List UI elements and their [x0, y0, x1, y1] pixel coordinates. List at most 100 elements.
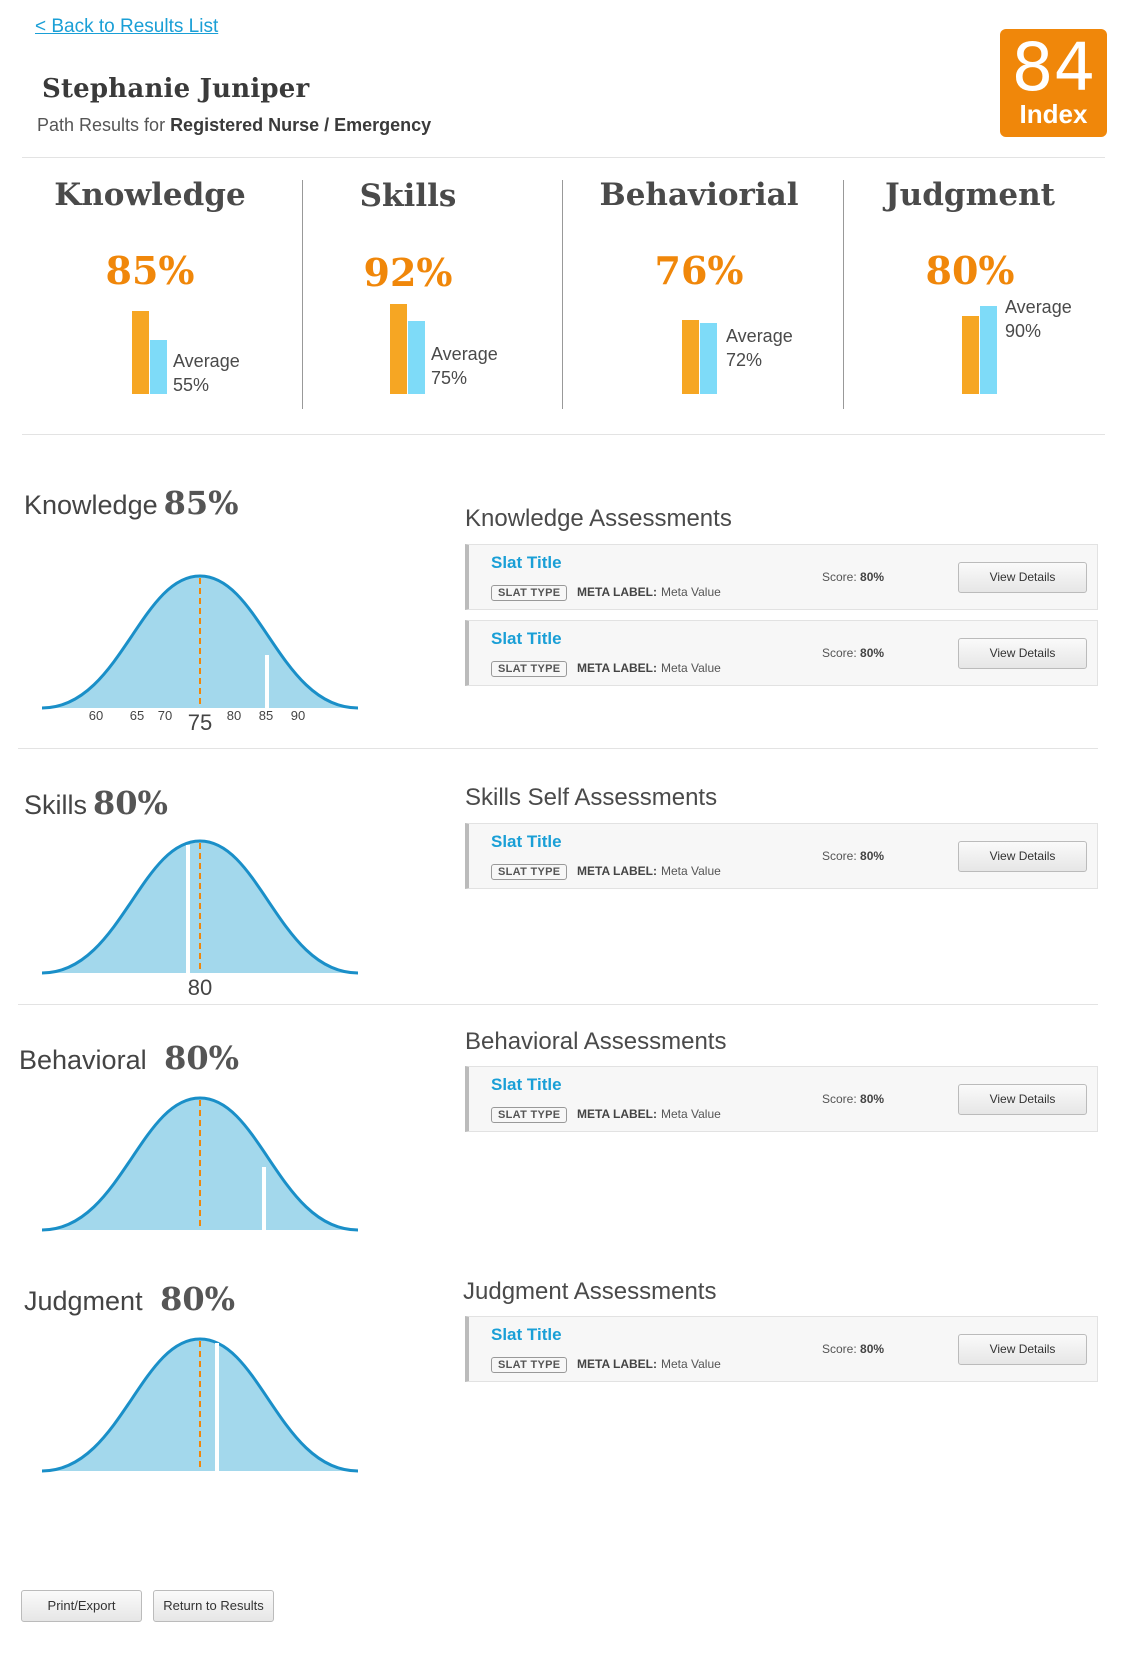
slat-score: Score: 80% — [822, 849, 884, 863]
slat-score: Score: 80% — [822, 570, 884, 584]
average-text: Average — [431, 344, 498, 364]
axis-tick: 65 — [130, 708, 144, 723]
curve-line — [41, 1096, 359, 1232]
slat-title-link[interactable]: Slat Title — [491, 553, 562, 572]
slat-title-link[interactable]: Slat Title — [491, 1325, 562, 1344]
section-label: Knowledge — [24, 490, 158, 520]
section-pct: 80% — [164, 1039, 240, 1077]
divider — [22, 157, 1105, 158]
meta-label: META LABEL: — [577, 1107, 657, 1121]
score-value: 80% — [860, 1092, 885, 1106]
average-bar — [150, 340, 167, 394]
slat-title-link[interactable]: Slat Title — [491, 629, 562, 648]
average-value: 90% — [1005, 321, 1042, 341]
index-badge: 84 Index — [1000, 29, 1107, 137]
average-label: Average 55% — [173, 349, 240, 397]
return-to-results-button[interactable]: Return to Results — [153, 1590, 274, 1622]
column-separator — [562, 180, 563, 409]
assessments-title-skills: Skills Self Assessments — [465, 784, 718, 811]
axis-tick: 90 — [291, 708, 305, 723]
summary-title-behaviorial: Behaviorial — [599, 177, 799, 213]
average-bar — [408, 320, 425, 394]
score-label: Score: — [822, 849, 857, 863]
assessment-slat: Slat Title SLAT TYPE META LABEL: Meta Va… — [465, 1066, 1098, 1132]
curve-line — [41, 839, 359, 975]
view-details-button[interactable]: View Details — [958, 841, 1087, 872]
meta-value: Meta Value — [661, 864, 721, 878]
meta-label: META LABEL: — [577, 1357, 657, 1371]
axis-tick: 70 — [158, 708, 172, 723]
assessment-slat: Slat Title SLAT TYPE META LABEL: Meta Va… — [465, 544, 1098, 610]
divider — [18, 748, 1098, 749]
slat-type-badge: SLAT TYPE — [491, 864, 568, 880]
view-details-button[interactable]: View Details — [958, 1084, 1087, 1115]
judgment-distribution-curve — [41, 1337, 359, 1473]
score-label: Score: — [822, 1342, 857, 1356]
path-prefix: Path Results for — [37, 115, 171, 135]
section-title-skills: Skills 80% — [24, 784, 168, 822]
section-label: Behavioral — [19, 1045, 147, 1075]
summary-pct-behaviorial: 76% — [654, 248, 744, 293]
average-label: Average 75% — [431, 342, 498, 390]
average-label: Average 90% — [1005, 295, 1072, 343]
index-label: Index — [1019, 99, 1088, 129]
slat-score: Score: 80% — [822, 1092, 884, 1106]
slat-score: Score: 80% — [822, 646, 884, 660]
path-results-line: Path Results for Registered Nurse / Emer… — [37, 115, 431, 136]
average-bar — [980, 305, 997, 394]
slat-title-link[interactable]: Slat Title — [491, 832, 562, 851]
meta-value: Meta Value — [661, 661, 721, 675]
behavioral-distribution-curve — [41, 1096, 359, 1232]
summary-title-knowledge: Knowledge — [54, 177, 246, 213]
center-label: 80 — [188, 975, 212, 1000]
assessment-slat: Slat Title SLAT TYPE META LABEL: Meta Va… — [465, 620, 1098, 686]
average-text: Average — [1005, 297, 1072, 317]
slat-type-badge: SLAT TYPE — [491, 585, 568, 601]
score-bar — [132, 310, 149, 394]
meta-value: Meta Value — [661, 1357, 721, 1371]
meta-value: Meta Value — [661, 585, 721, 599]
person-name: Stephanie Juniper — [42, 74, 310, 104]
average-value: 72% — [726, 350, 763, 370]
average-value: 75% — [431, 368, 468, 388]
view-details-button[interactable]: View Details — [958, 562, 1087, 593]
knowledge-distribution-curve: 60 65 70 80 85 90 75 — [41, 574, 359, 735]
summary-title-judgment: Judgment — [885, 177, 1055, 213]
meta-label: META LABEL: — [577, 585, 657, 599]
score-label: Score: — [822, 570, 857, 584]
score-value: 80% — [860, 849, 885, 863]
score-value: 80% — [860, 570, 885, 584]
assessment-slat: Slat Title SLAT TYPE META LABEL: Meta Va… — [465, 823, 1098, 889]
average-value: 55% — [173, 375, 210, 395]
column-separator — [302, 180, 303, 409]
meta-label: META LABEL: — [577, 864, 657, 878]
score-label: Score: — [822, 646, 857, 660]
back-to-results-link[interactable]: < Back to Results List — [35, 16, 219, 37]
slat-type-badge: SLAT TYPE — [491, 661, 568, 677]
score-bar — [962, 315, 979, 394]
print-export-button[interactable]: Print/Export — [21, 1590, 142, 1622]
section-pct: 80% — [93, 784, 168, 822]
average-label: Average 72% — [726, 324, 793, 372]
summary-title-skills: Skills — [359, 178, 457, 214]
meta-value: Meta Value — [661, 1107, 721, 1121]
score-bar — [390, 303, 407, 394]
assessments-title-knowledge: Knowledge Assessments — [465, 505, 732, 532]
summary-pct-skills: 92% — [363, 250, 453, 295]
view-details-button[interactable]: View Details — [958, 1334, 1087, 1365]
section-label: Skills — [24, 790, 88, 820]
average-bar — [700, 323, 717, 394]
meta-label: META LABEL: — [577, 661, 657, 675]
slat-type-badge: SLAT TYPE — [491, 1357, 568, 1373]
section-pct: 80% — [160, 1280, 236, 1318]
slat-type-badge: SLAT TYPE — [491, 1107, 568, 1123]
slat-score: Score: 80% — [822, 1342, 884, 1356]
view-details-button[interactable]: View Details — [958, 638, 1087, 669]
column-separator — [843, 180, 844, 409]
average-text: Average — [726, 326, 793, 346]
average-text: Average — [173, 351, 240, 371]
assessment-slat: Slat Title SLAT TYPE META LABEL: Meta Va… — [465, 1316, 1098, 1382]
divider — [22, 434, 1105, 435]
path-value: Registered Nurse / Emergency — [170, 115, 432, 135]
slat-title-link[interactable]: Slat Title — [491, 1075, 562, 1094]
